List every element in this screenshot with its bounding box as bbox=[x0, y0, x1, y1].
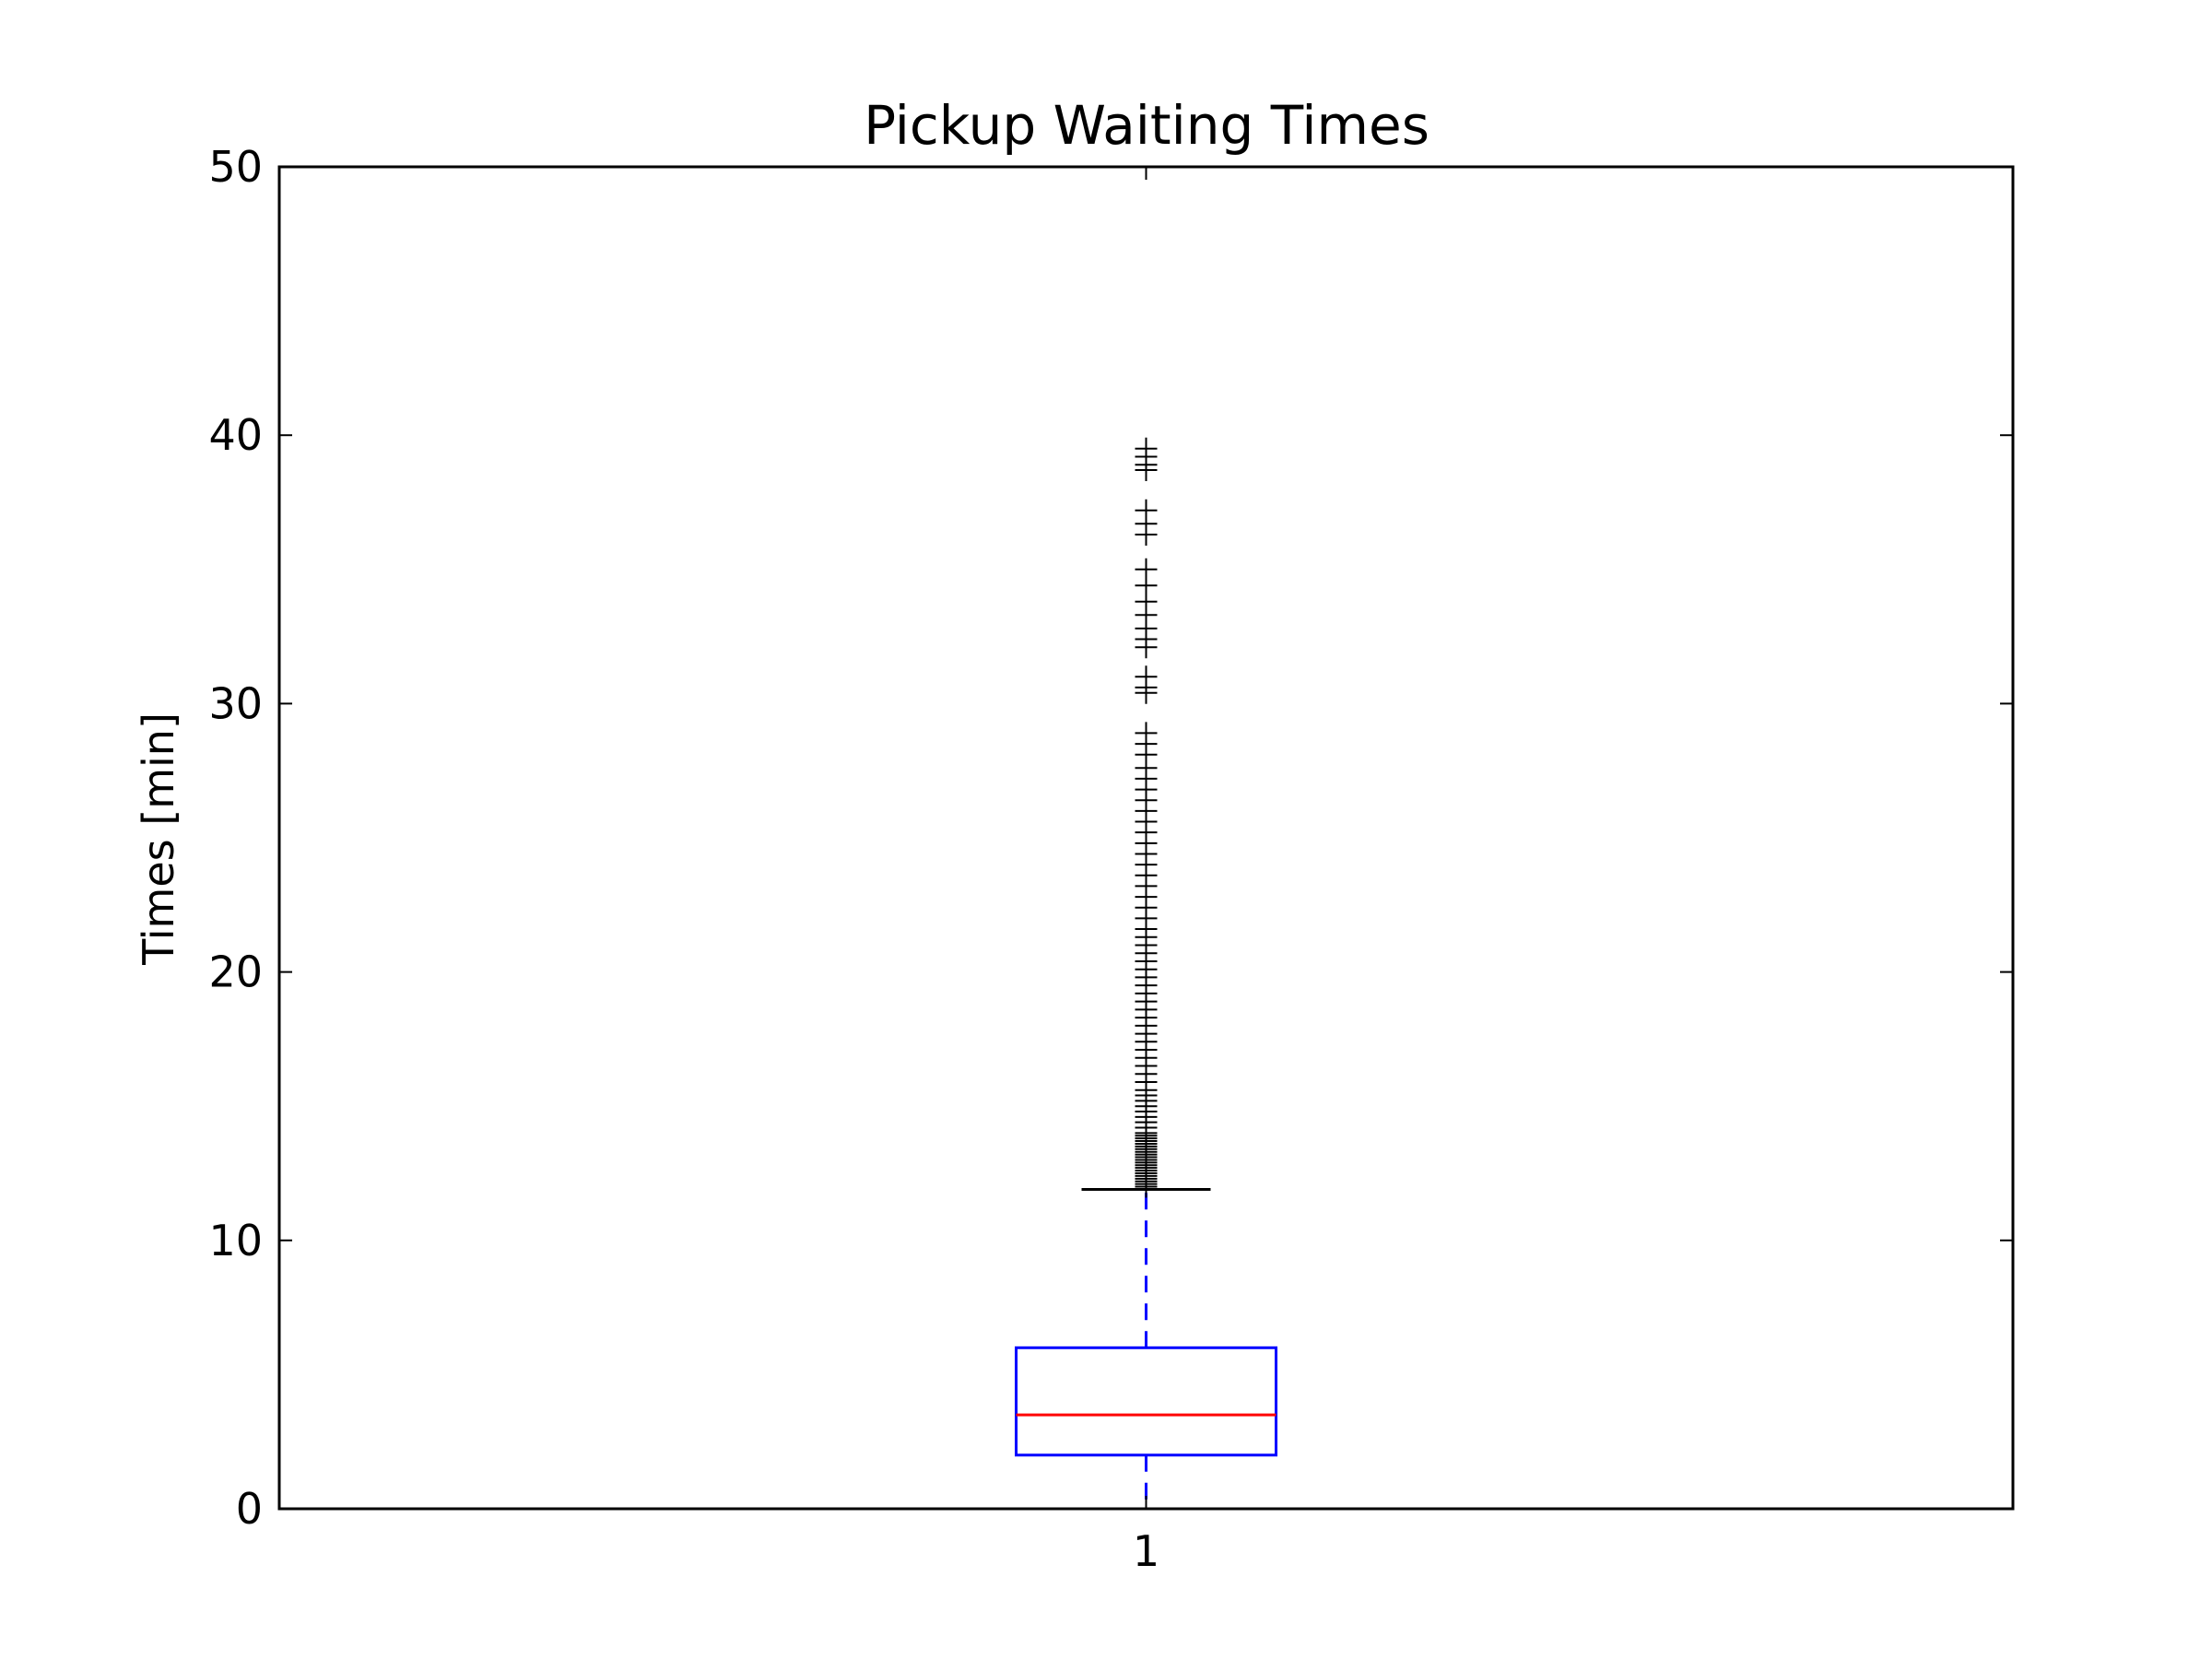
x-tick-label: 1 bbox=[1133, 1526, 1159, 1576]
y-tick-label: 20 bbox=[208, 947, 263, 997]
outlier-point bbox=[1135, 437, 1158, 460]
y-tick-label: 40 bbox=[208, 410, 263, 460]
chart-title: Pickup Waiting Times bbox=[864, 94, 1430, 157]
box-iqr bbox=[1015, 1346, 1277, 1457]
outlier-point bbox=[1135, 665, 1158, 688]
plot-area bbox=[277, 165, 2015, 1511]
outlier-point bbox=[1135, 722, 1158, 745]
y-tick-label: 30 bbox=[208, 678, 263, 728]
y-tick-label: 0 bbox=[236, 1484, 263, 1534]
y-tick-label: 10 bbox=[208, 1216, 263, 1265]
outlier-point bbox=[1135, 558, 1158, 581]
y-axis-label: Times [min] bbox=[134, 712, 183, 966]
y-axis-ticks: 0 10 20 30 40 50 bbox=[208, 142, 2013, 1534]
x-axis-ticks: 1 bbox=[1133, 167, 1159, 1576]
y-tick-label: 50 bbox=[208, 142, 263, 192]
outlier-point bbox=[1135, 499, 1158, 522]
